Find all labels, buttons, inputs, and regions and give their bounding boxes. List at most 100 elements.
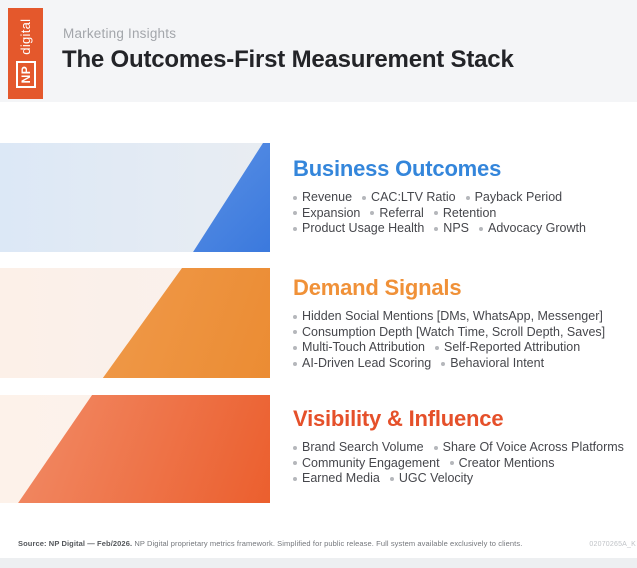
footer-source-bold: Source: NP Digital — Feb/2026. bbox=[18, 539, 133, 548]
bullet-icon bbox=[389, 476, 394, 481]
red-trapezoid-shape bbox=[18, 395, 270, 503]
footer-source-text: Source: NP Digital — Feb/2026. NP Digita… bbox=[18, 539, 522, 548]
demand-signals-metrics: Hidden Social Mentions [DMs, WhatsApp, M… bbox=[293, 309, 605, 371]
metric-item: AI-Driven Lead Scoring bbox=[293, 356, 431, 372]
metric-item: Consumption Depth [Watch Time, Scroll De… bbox=[293, 325, 605, 341]
bullet-icon bbox=[293, 211, 297, 216]
metric-label: Expansion bbox=[302, 205, 361, 220]
metric-label: Hidden Social Mentions [DMs, WhatsApp, M… bbox=[302, 309, 603, 323]
bullet-icon bbox=[433, 211, 438, 216]
bullet-icon bbox=[465, 195, 470, 200]
metric-item: Share Of Voice Across Platforms bbox=[433, 440, 624, 456]
metric-label: Creator Mentions bbox=[458, 455, 555, 470]
section-title-demand-signals: Demand Signals bbox=[293, 275, 462, 300]
metric-line: Product Usage Health NPS Advocacy Growth bbox=[293, 221, 586, 237]
bullet-icon bbox=[434, 226, 439, 231]
section-demand-signals: Demand Signals Hidden Social Mentions [D… bbox=[0, 268, 637, 378]
digital-logo-word: digital bbox=[18, 18, 33, 55]
bullet-icon bbox=[370, 211, 375, 216]
metric-item: Expansion bbox=[293, 206, 360, 222]
footer-reference-code: 02070265A_K bbox=[589, 541, 636, 548]
metric-line: Expansion Referral Retention bbox=[293, 206, 586, 222]
bullet-icon bbox=[434, 345, 439, 350]
metric-item: Revenue bbox=[293, 190, 352, 206]
metric-item: Behavioral Intent bbox=[441, 356, 544, 372]
np-digital-logo: NP digital bbox=[8, 8, 43, 99]
section-title-visibility-influence: Visibility & Influence bbox=[293, 406, 504, 431]
demand-signals-graphic bbox=[0, 268, 270, 378]
business-outcomes-content: Business Outcomes Revenue CAC:LTV Ratio Pa… bbox=[293, 156, 586, 237]
metric-label: Brand Search Volume bbox=[302, 440, 424, 454]
metric-line: Hidden Social Mentions [DMs, WhatsApp, M… bbox=[293, 309, 605, 325]
metric-label: Payback Period bbox=[474, 190, 563, 204]
business-outcomes-metrics: Revenue CAC:LTV Ratio Payback Period Expans… bbox=[293, 190, 586, 237]
metric-label: Community Engagement bbox=[302, 455, 440, 470]
metric-item: Advocacy Growth bbox=[479, 221, 586, 237]
np-digital-logo-text: NP digital bbox=[8, 8, 43, 99]
bullet-icon bbox=[293, 361, 297, 366]
metric-label: Self-Reported Attribution bbox=[443, 340, 581, 355]
bullet-icon bbox=[293, 330, 297, 335]
metric-label: Retention bbox=[442, 205, 497, 220]
metric-item: CAC:LTV Ratio bbox=[362, 190, 456, 206]
bullet-icon bbox=[362, 195, 367, 200]
metric-item: UGC Velocity bbox=[389, 471, 474, 487]
visibility-influence-content: Visibility & Influence Brand Search Volu… bbox=[293, 406, 624, 487]
metric-line: Revenue CAC:LTV Ratio Payback Period bbox=[293, 190, 586, 206]
metric-line: Consumption Depth [Watch Time, Scroll De… bbox=[293, 325, 605, 341]
metric-label: UGC Velocity bbox=[398, 471, 474, 486]
metric-line: Community Engagement Creator Mentions bbox=[293, 456, 624, 472]
orange-trapezoid-shape bbox=[102, 268, 270, 378]
business-outcomes-graphic bbox=[0, 143, 270, 252]
metric-item: Earned Media bbox=[293, 471, 380, 487]
metric-item: Multi-Touch Attribution bbox=[293, 340, 425, 356]
bullet-icon bbox=[293, 461, 297, 466]
bullet-icon bbox=[293, 476, 297, 481]
section-title-business-outcomes: Business Outcomes bbox=[293, 156, 502, 181]
bullet-icon bbox=[293, 195, 297, 200]
metric-label: Revenue bbox=[302, 190, 353, 204]
metric-item: Self-Reported Attribution bbox=[434, 340, 581, 356]
blue-triangle-shape bbox=[193, 143, 270, 252]
metric-label: AI-Driven Lead Scoring bbox=[302, 355, 432, 370]
bullet-icon bbox=[449, 461, 454, 466]
bullet-icon bbox=[293, 445, 297, 450]
metric-item: Brand Search Volume bbox=[293, 440, 424, 456]
eyebrow-label: Marketing Insights bbox=[63, 26, 177, 41]
metric-line: Earned Media UGC Velocity bbox=[293, 471, 624, 487]
metric-label: Referral bbox=[379, 205, 424, 220]
bullet-icon bbox=[293, 345, 297, 350]
metric-label: NPS bbox=[443, 221, 469, 236]
metric-item: NPS bbox=[434, 221, 469, 237]
visibility-influence-graphic bbox=[0, 395, 270, 503]
visibility-influence-metrics: Brand Search Volume Share Of Voice Across… bbox=[293, 440, 624, 487]
metric-label: Multi-Touch Attribution bbox=[302, 340, 425, 355]
metric-item: Payback Period bbox=[465, 190, 563, 206]
metric-label: CAC:LTV Ratio bbox=[371, 190, 456, 204]
section-business-outcomes: Business Outcomes Revenue CAC:LTV Ratio Pa… bbox=[0, 143, 637, 252]
metric-line: Brand Search Volume Share Of Voice Across… bbox=[293, 440, 624, 456]
bullet-icon bbox=[293, 314, 297, 319]
metric-label: Product Usage Health bbox=[302, 221, 425, 236]
metric-item: Referral bbox=[370, 205, 424, 222]
demand-signals-content: Demand Signals Hidden Social Mentions [D… bbox=[293, 275, 605, 371]
np-logo-mark: NP bbox=[15, 60, 36, 89]
bullet-icon bbox=[441, 361, 446, 366]
metric-item: Creator Mentions bbox=[449, 455, 555, 472]
bullet-icon bbox=[293, 226, 297, 231]
metric-label: Earned Media bbox=[302, 471, 380, 486]
metric-label: Advocacy Growth bbox=[488, 221, 586, 236]
footer-source-rest: NP Digital proprietary metrics framework… bbox=[132, 539, 523, 548]
metric-item: Product Usage Health bbox=[293, 221, 424, 237]
bottom-strip bbox=[0, 558, 637, 568]
header-band: NP digital Marketing Insights The Outcom… bbox=[0, 0, 637, 102]
metric-item: Retention bbox=[433, 205, 497, 222]
metric-line: AI-Driven Lead Scoring Behavioral Intent bbox=[293, 356, 605, 372]
metric-label: Behavioral Intent bbox=[450, 355, 545, 370]
bullet-icon bbox=[433, 445, 438, 450]
page-title: The Outcomes-First Measurement Stack bbox=[62, 46, 514, 73]
metric-label: Consumption Depth [Watch Time, Scroll De… bbox=[302, 324, 606, 339]
metric-item: Community Engagement bbox=[293, 456, 440, 472]
metric-label: Share Of Voice Across Platforms bbox=[442, 440, 624, 454]
section-visibility-influence: Visibility & Influence Brand Search Volu… bbox=[0, 395, 637, 503]
